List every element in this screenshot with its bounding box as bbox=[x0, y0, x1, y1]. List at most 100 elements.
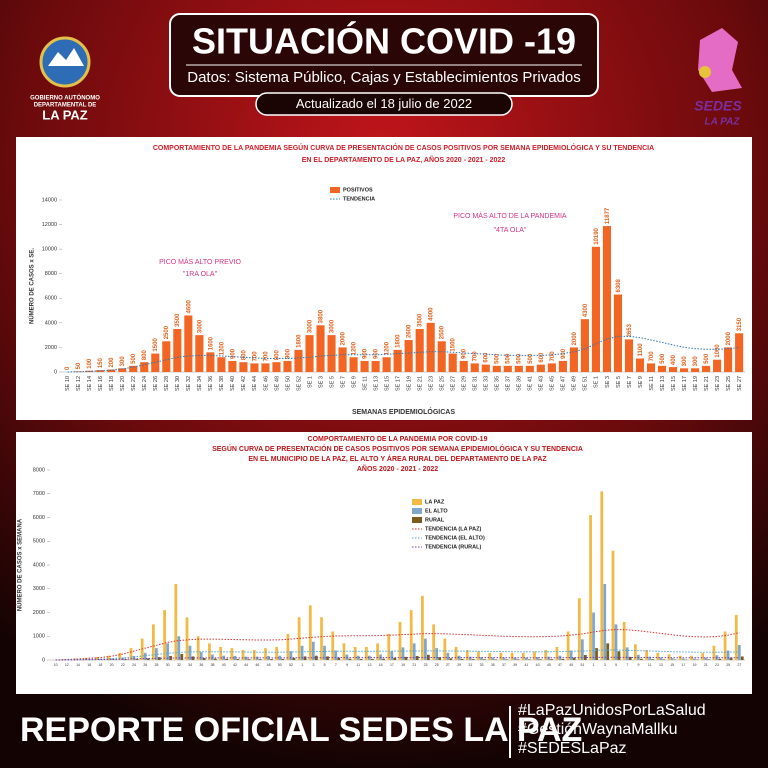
x-tick-label: 9 bbox=[346, 663, 348, 667]
footer-title: REPORTE OFICIAL SEDES LA PAZ bbox=[20, 711, 582, 749]
data-label: 800 bbox=[274, 349, 280, 360]
bar bbox=[735, 333, 744, 372]
x-tick-label: SE 17 bbox=[395, 376, 401, 391]
bar bbox=[468, 656, 472, 660]
x-tick-label: SE 36 bbox=[208, 376, 214, 391]
data-label: 1200 bbox=[352, 341, 358, 355]
bar bbox=[617, 651, 621, 660]
legend-label: RURAL bbox=[425, 517, 445, 523]
x-tick-label: SE 50 bbox=[285, 376, 291, 391]
bar bbox=[107, 655, 110, 660]
x-tick-label: 27 bbox=[446, 663, 450, 667]
x-tick-label: SE 47 bbox=[561, 376, 567, 391]
x-tick-label: 28 bbox=[155, 663, 159, 667]
legend-label: TENDENCIA (LA PAZ) bbox=[425, 526, 481, 532]
bar bbox=[668, 367, 678, 372]
bar bbox=[143, 652, 147, 660]
bar bbox=[275, 646, 279, 660]
bar bbox=[648, 656, 651, 660]
bar bbox=[704, 657, 708, 660]
bar bbox=[387, 633, 391, 660]
bar bbox=[614, 624, 618, 660]
bar bbox=[470, 363, 479, 372]
x-tick-label: SE 48 bbox=[274, 376, 280, 391]
bar bbox=[239, 362, 248, 372]
data-label: 1000 bbox=[715, 344, 721, 358]
x-tick-label: SE 19 bbox=[693, 376, 699, 391]
x-tick-label: 46 bbox=[255, 663, 259, 667]
bar bbox=[713, 359, 722, 372]
x-tick-label: SE 45 bbox=[550, 376, 556, 391]
bar bbox=[225, 658, 228, 660]
data-label: 800 bbox=[142, 349, 148, 360]
bar bbox=[195, 335, 204, 372]
legend-swatch bbox=[412, 508, 422, 514]
x-tick-label: SE 26 bbox=[153, 376, 159, 391]
bar bbox=[426, 322, 435, 372]
bar bbox=[558, 360, 567, 372]
bar bbox=[308, 605, 312, 660]
bar bbox=[729, 657, 733, 660]
bar bbox=[491, 657, 495, 660]
x-tick-label: 45 bbox=[547, 663, 551, 667]
legend-label: EL ALTO bbox=[425, 508, 448, 514]
data-label: 700 bbox=[649, 351, 655, 362]
hashtag: #SEDESLaPaz bbox=[518, 740, 627, 757]
bar bbox=[561, 658, 565, 660]
bar bbox=[459, 360, 468, 372]
bar bbox=[297, 617, 301, 660]
bar bbox=[724, 347, 733, 372]
data-label: 600 bbox=[539, 352, 545, 363]
bar bbox=[217, 357, 226, 372]
bar bbox=[316, 325, 325, 372]
logo-text: SEDES bbox=[694, 98, 742, 114]
bar bbox=[547, 363, 556, 372]
bar bbox=[569, 650, 573, 660]
x-tick-label: SE 12 bbox=[76, 376, 82, 391]
bar bbox=[300, 645, 304, 660]
bar bbox=[185, 617, 189, 660]
y-axis-label: NÚMERO DE CASOS x SE. bbox=[29, 248, 36, 324]
bar bbox=[188, 645, 192, 660]
data-label: 3150 bbox=[737, 317, 743, 331]
data-label: 3500 bbox=[175, 313, 181, 327]
data-label: 900 bbox=[285, 348, 291, 359]
data-label: 900 bbox=[462, 348, 468, 359]
logo-text: DEPARTAMENTAL DE bbox=[34, 103, 97, 109]
bar bbox=[337, 657, 341, 660]
bar bbox=[173, 329, 182, 372]
data-label: 1500 bbox=[451, 338, 457, 352]
bar bbox=[481, 364, 490, 372]
data-label: 2653 bbox=[627, 323, 633, 337]
bar bbox=[180, 654, 184, 660]
bar bbox=[635, 358, 645, 372]
data-label: 500 bbox=[506, 353, 512, 364]
data-label: 1100 bbox=[638, 343, 644, 357]
x-tick-label: 52 bbox=[289, 663, 293, 667]
bar bbox=[525, 365, 534, 372]
bar bbox=[382, 658, 385, 660]
data-label: 2600 bbox=[407, 324, 413, 338]
x-tick-label: SE 9 bbox=[351, 376, 357, 388]
x-tick-label: 11 bbox=[356, 663, 360, 667]
bar bbox=[151, 353, 160, 372]
x-tick-label: SE 21 bbox=[704, 376, 710, 391]
data-label: 300 bbox=[693, 356, 699, 367]
bar bbox=[323, 645, 326, 660]
data-label: 1800 bbox=[296, 334, 302, 348]
bar bbox=[118, 652, 122, 660]
annotation: PICO MÁS ALTO DE LA PANDEMIA bbox=[453, 211, 567, 220]
x-tick-label: SE 22 bbox=[131, 376, 137, 391]
data-label: 500 bbox=[704, 353, 710, 364]
x-tick-label: SE 1 bbox=[594, 376, 600, 388]
bar bbox=[580, 319, 589, 372]
bar bbox=[202, 658, 206, 660]
data-label: 700 bbox=[252, 351, 258, 362]
bar bbox=[424, 638, 427, 660]
data-label: 3500 bbox=[418, 313, 424, 327]
data-label: 1600 bbox=[208, 336, 214, 350]
data-label: 1500 bbox=[153, 338, 159, 352]
data-label: 150 bbox=[98, 357, 104, 368]
chart-panel bbox=[16, 137, 752, 420]
bar bbox=[371, 360, 380, 372]
